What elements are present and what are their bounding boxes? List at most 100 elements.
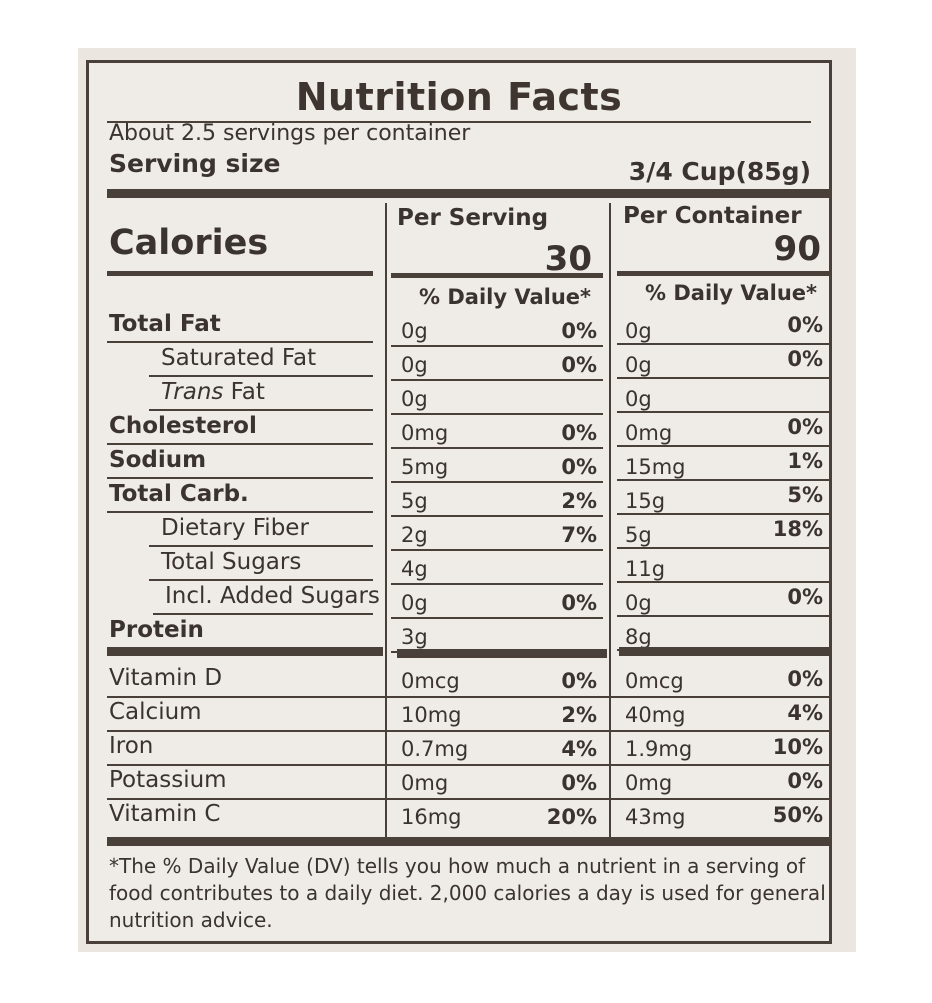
serving-amount: 4g [401, 557, 428, 581]
daily-value-header-container: % Daily Value* [645, 281, 817, 305]
vitamin-rule-right [619, 647, 829, 656]
container-amount: 43mg [625, 805, 686, 829]
serving-daily-value: 20% [546, 805, 597, 829]
calories-rule-mid [391, 273, 603, 278]
serving-daily-value: 0% [561, 591, 597, 615]
row-rule [149, 375, 373, 377]
container-amount: 0g [625, 319, 652, 343]
serving-daily-value: 0% [561, 771, 597, 795]
container-amount: 5g [625, 523, 652, 547]
column-divider-1 [385, 203, 387, 839]
row-rule [617, 615, 829, 617]
vitamin-name: Calcium [109, 699, 202, 725]
serving-daily-value: 4% [561, 737, 597, 761]
container-amount: 0g [625, 387, 652, 411]
nutrient-name: Protein [109, 617, 204, 643]
nutrient-name: Saturated Fat [161, 345, 317, 371]
container-daily-value: 5% [787, 483, 823, 507]
nutrient-name-italic: Trans [161, 379, 224, 405]
nutrient-name: Sodium [109, 447, 207, 473]
serving-amount: 0.7mg [401, 737, 469, 761]
serving-daily-value: 0% [561, 319, 597, 343]
serving-daily-value: 0% [561, 421, 597, 445]
row-rule [149, 545, 373, 547]
container-daily-value: 1% [787, 449, 823, 473]
container-amount: 15g [625, 489, 666, 513]
daily-value-header-serving: % Daily Value* [419, 285, 591, 309]
row-rule [617, 445, 829, 447]
row-rule [107, 730, 829, 732]
container-daily-value: 0% [787, 415, 823, 439]
row-rule [149, 409, 373, 411]
container-amount: 11g [625, 557, 666, 581]
container-daily-value: 4% [787, 701, 823, 725]
row-rule [107, 511, 373, 513]
row-rule [107, 477, 373, 479]
serving-amount: 0g [401, 353, 428, 377]
container-daily-value: 0% [787, 313, 823, 337]
serving-amount: 5g [401, 489, 428, 513]
row-rule [617, 479, 829, 481]
serving-amount: 0g [401, 319, 428, 343]
label-title: Nutrition Facts [295, 75, 623, 119]
serving-size-value: 3/4 Cup(85g) [628, 157, 811, 186]
row-rule [391, 617, 603, 619]
row-rule [107, 443, 373, 445]
serving-amount: 3g [401, 625, 428, 649]
vitamin-name: Potassium [109, 767, 227, 793]
nutrient-name: Total Sugars [161, 549, 302, 575]
row-rule [617, 343, 829, 345]
row-rule [391, 345, 603, 347]
row-rule [391, 379, 603, 381]
row-rule [391, 481, 603, 483]
serving-amount: 2g [401, 523, 428, 547]
nutrient-name: Incl. Added Sugars [165, 583, 380, 609]
container-daily-value: 0% [787, 585, 823, 609]
serving-amount: 0g [401, 591, 428, 615]
servings-per-container: About 2.5 servings per container [109, 121, 471, 146]
serving-rule [107, 189, 829, 198]
container-amount: 1.9mg [625, 737, 693, 761]
row-rule [107, 764, 829, 766]
container-daily-value: 0% [787, 667, 823, 691]
calories-rule-right [617, 271, 829, 276]
row-rule [149, 579, 373, 581]
per-container-label: Per Container [623, 203, 802, 229]
container-amount: 15mg [625, 455, 686, 479]
row-rule [617, 547, 829, 549]
serving-daily-value: 0% [561, 669, 597, 693]
row-rule [107, 798, 829, 800]
container-amount: 40mg [625, 703, 686, 727]
serving-daily-value: 0% [561, 353, 597, 377]
row-rule [391, 583, 603, 585]
nutrient-name: Total Fat [109, 311, 221, 337]
calories-per-container: 90 [773, 229, 821, 269]
nutrient-name: Cholesterol [109, 413, 257, 439]
vitamin-rule-mid [397, 649, 607, 658]
serving-daily-value: 2% [561, 489, 597, 513]
container-amount: 8g [625, 625, 652, 649]
serving-amount: 16mg [401, 805, 462, 829]
nutrient-name: Dietary Fiber [161, 515, 309, 541]
serving-amount: 10mg [401, 703, 462, 727]
row-rule [617, 411, 829, 413]
serving-amount: 5mg [401, 455, 449, 479]
container-amount: 0mcg [625, 669, 684, 693]
vitamin-name: Vitamin D [109, 665, 223, 691]
serving-amount: 0mg [401, 421, 449, 445]
serving-daily-value: 2% [561, 703, 597, 727]
nutrition-facts-label: Nutrition Facts About 2.5 servings per c… [86, 60, 832, 944]
calories-per-serving: 30 [544, 239, 592, 279]
row-rule [391, 413, 603, 415]
container-amount: 0g [625, 591, 652, 615]
row-rule [107, 341, 373, 343]
title-rule [107, 121, 811, 123]
row-rule [391, 447, 603, 449]
row-rule [391, 515, 603, 517]
container-amount: 0mg [625, 421, 673, 445]
row-rule [617, 513, 829, 515]
serving-daily-value: 0% [561, 455, 597, 479]
container-daily-value: 10% [772, 735, 823, 759]
container-daily-value: 50% [772, 803, 823, 827]
row-rule [391, 549, 603, 551]
